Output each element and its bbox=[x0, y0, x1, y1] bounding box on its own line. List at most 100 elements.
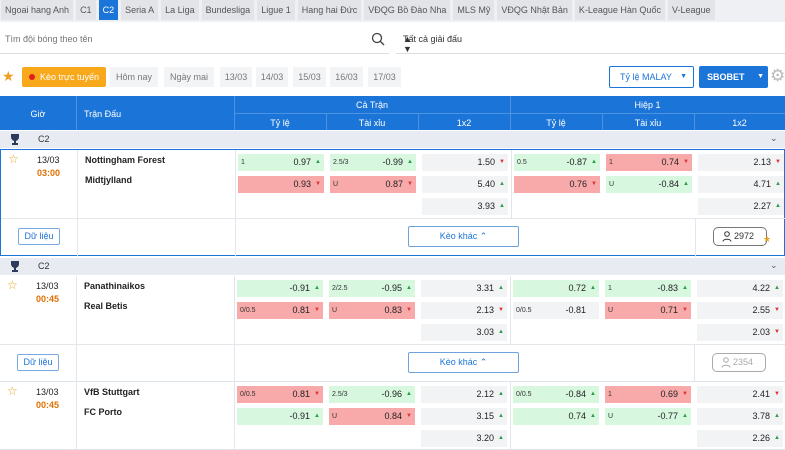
odds-cell[interactable]: 2.12 ▲ bbox=[421, 386, 507, 403]
tab-12[interactable]: V-League bbox=[667, 0, 715, 20]
away-team[interactable]: Real Betis bbox=[84, 301, 128, 311]
tab-8[interactable]: VĐQG Bồ Đào Nha bbox=[364, 0, 451, 20]
home-team[interactable]: Panathinaikos bbox=[84, 281, 146, 291]
odds-cell[interactable]: 2.5/3 -0.99 ▲ bbox=[330, 154, 416, 171]
tab-1[interactable]: C1 bbox=[76, 0, 96, 20]
odds-cell[interactable]: 3.20 ▲ bbox=[421, 430, 507, 447]
odds-cell[interactable]: 1 0.69 ▼ bbox=[605, 386, 691, 403]
favorite-star-icon[interactable]: ☆ bbox=[7, 384, 18, 398]
favorite-star-icon[interactable]: ☆ bbox=[7, 278, 18, 292]
chevron-down-icon[interactable]: ⌄ bbox=[770, 260, 778, 270]
odds-cell[interactable]: 2/2.5 -0.95 ▲ bbox=[329, 280, 415, 297]
odds-cell[interactable]: 1 -0.83 ▲ bbox=[605, 280, 691, 297]
tab-4[interactable]: La Liga bbox=[161, 0, 199, 20]
handicap-line: 0/0.5 bbox=[240, 391, 256, 398]
odds-cell[interactable]: 1 0.97 ▲ bbox=[238, 154, 324, 171]
date-tab-4[interactable]: 15/03 bbox=[293, 67, 326, 87]
league-select[interactable]: Tất cả giải đấu ▲ ▼ bbox=[396, 26, 785, 54]
odds-cell[interactable]: -0.91 ▲ bbox=[237, 408, 323, 425]
odds-cell[interactable]: U 0.84 ▼ bbox=[329, 408, 415, 425]
data-button[interactable]: Dữ liệu bbox=[18, 228, 60, 245]
odds-cell[interactable]: 2.13 ▼ bbox=[421, 302, 507, 319]
tab-9[interactable]: MLS Mỹ bbox=[453, 0, 495, 20]
league-row[interactable]: C2 ⌄ bbox=[0, 258, 785, 275]
odds-cell[interactable]: 0.74 ▲ bbox=[513, 408, 599, 425]
odds-cell[interactable]: U 0.87 ▼ bbox=[330, 176, 416, 193]
odds-cell[interactable]: 0.93 ▼ bbox=[238, 176, 324, 193]
odds-cell[interactable]: 2.13 ▼ bbox=[698, 154, 784, 171]
odds-cell[interactable]: 1.50 ▼ bbox=[422, 154, 508, 171]
favorite-star-icon[interactable]: ☆ bbox=[8, 152, 19, 166]
date-tab-1[interactable]: Ngày mai bbox=[164, 67, 214, 87]
data-button[interactable]: Dữ liệu bbox=[17, 354, 59, 371]
odds-cell[interactable]: 0.76 ▼ bbox=[514, 176, 600, 193]
home-team[interactable]: Nottingham Forest bbox=[85, 155, 165, 165]
handicap-line: 0/0.5 bbox=[240, 307, 256, 314]
tab-3[interactable]: Seria A bbox=[121, 0, 159, 20]
home-team[interactable]: VfB Stuttgart bbox=[84, 387, 140, 397]
odds-value: -0.84 bbox=[565, 389, 586, 399]
odds-cell[interactable]: 3.93 ▲ bbox=[422, 198, 508, 215]
odds-cell[interactable]: U -0.84 ▲ bbox=[606, 176, 692, 193]
match-date: 13/03 bbox=[36, 387, 59, 397]
odds-cell[interactable]: 3.78 ▲ bbox=[697, 408, 783, 425]
odds-cell[interactable]: 2.41 ▼ bbox=[697, 386, 783, 403]
viewers-button[interactable]: 2354 bbox=[712, 353, 766, 372]
odds-cell[interactable]: 3.15 ▲ bbox=[421, 408, 507, 425]
odds-cell[interactable]: 3.31 ▲ bbox=[421, 280, 507, 297]
odds-value: -0.81 bbox=[565, 305, 586, 315]
odds-value: -0.96 bbox=[381, 389, 402, 399]
bookmaker-select[interactable]: SBOBET ▼ bbox=[699, 66, 768, 88]
favorite-star-icon[interactable]: ★ bbox=[2, 68, 15, 84]
odds-type-select[interactable]: Tỷ lệ MALAY ▼ bbox=[609, 66, 694, 88]
league-row[interactable]: C2 ⌄ bbox=[0, 131, 785, 148]
odds-cell[interactable]: -0.91 ▲ bbox=[237, 280, 323, 297]
search-input[interactable] bbox=[5, 34, 365, 44]
odds-value: 0.69 bbox=[660, 389, 678, 399]
odds-cell[interactable]: U -0.77 ▲ bbox=[605, 408, 691, 425]
odds-cell[interactable]: 2.27 ▲ bbox=[698, 198, 784, 215]
odds-value: 0.71 bbox=[660, 305, 678, 315]
live-odds-button[interactable]: Kèo trực tuyến bbox=[22, 67, 106, 87]
odds-cell[interactable]: 1 0.74 ▼ bbox=[606, 154, 692, 171]
tab-10[interactable]: VĐQG Nhật Bản bbox=[497, 0, 572, 20]
odds-cell[interactable]: 0/0.5 0.81 ▼ bbox=[237, 386, 323, 403]
tab-7[interactable]: Hang hai Đức bbox=[297, 0, 362, 20]
tab-0[interactable]: Ngoai hang Anh bbox=[1, 0, 74, 20]
chevron-down-icon[interactable]: ⌄ bbox=[770, 133, 778, 143]
odds-cell[interactable]: 0.72 ▲ bbox=[513, 280, 599, 297]
date-tab-5[interactable]: 16/03 bbox=[330, 67, 363, 87]
tab-11[interactable]: K-League Hàn Quốc bbox=[574, 0, 665, 20]
date-tab-6[interactable]: 17/03 bbox=[368, 67, 401, 87]
arrow-up-icon: ▲ bbox=[498, 285, 504, 291]
odds-cell[interactable]: 4.71 ▲ bbox=[698, 176, 784, 193]
odds-cell[interactable]: 2.5/3 -0.96 ▲ bbox=[329, 386, 415, 403]
odds-cell[interactable]: U 0.71 ▼ bbox=[605, 302, 691, 319]
odds-cell[interactable]: 3.03 ▲ bbox=[421, 324, 507, 341]
search-icon[interactable] bbox=[371, 32, 385, 46]
tab-6[interactable]: Ligue 1 bbox=[257, 0, 295, 20]
odds-cell[interactable]: 2.55 ▼ bbox=[697, 302, 783, 319]
tab-2[interactable]: C2 bbox=[98, 0, 119, 20]
gear-icon[interactable]: ⚙ bbox=[770, 66, 785, 85]
odds-cell[interactable]: 4.22 ▲ bbox=[697, 280, 783, 297]
more-odds-button[interactable]: Kèo khác ⌃ bbox=[408, 226, 519, 247]
odds-cell[interactable]: 2.03 ▼ bbox=[697, 324, 783, 341]
odds-cell[interactable]: 5.40 ▲ bbox=[422, 176, 508, 193]
more-odds-button[interactable]: Kèo khác ⌃ bbox=[408, 352, 519, 373]
odds-cell[interactable]: 0/0.5 0.81 ▼ bbox=[237, 302, 323, 319]
odds-cell[interactable]: 0/0.5 -0.84 ▲ bbox=[513, 386, 599, 403]
odds-cell[interactable]: 0/0.5 -0.81 bbox=[513, 302, 599, 319]
date-tab-2[interactable]: 13/03 bbox=[220, 67, 252, 87]
date-tab-0[interactable]: Hôm nay bbox=[110, 67, 158, 87]
tab-5[interactable]: Bundesliga bbox=[201, 0, 255, 20]
arrow-up-icon: ▲ bbox=[498, 413, 504, 419]
away-team[interactable]: Midtjylland bbox=[85, 175, 132, 185]
date-tab-3[interactable]: 14/03 bbox=[256, 67, 288, 87]
viewers-button[interactable]: 2972 bbox=[713, 227, 767, 246]
odds-cell[interactable]: 2.26 ▲ bbox=[697, 430, 783, 447]
odds-cell[interactable]: 0.5 -0.87 ▲ bbox=[514, 154, 600, 171]
odds-cell[interactable]: U 0.83 ▼ bbox=[329, 302, 415, 319]
odds-value: -0.84 bbox=[658, 179, 679, 189]
away-team[interactable]: FC Porto bbox=[84, 407, 122, 417]
